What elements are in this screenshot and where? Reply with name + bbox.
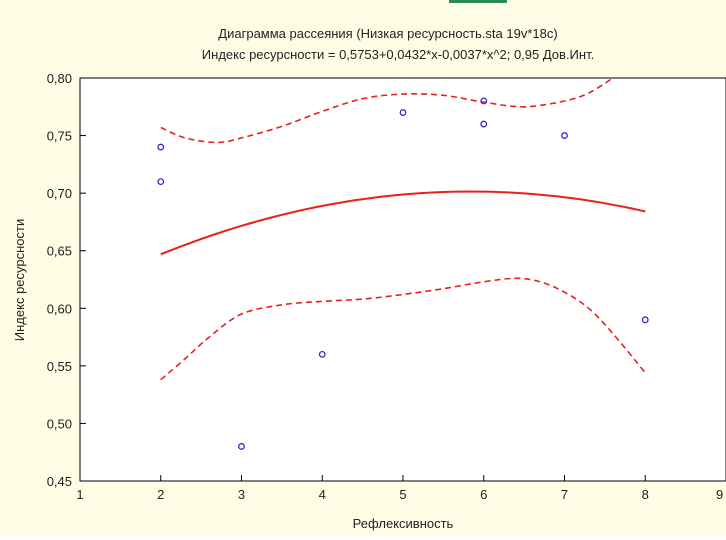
y-tick-label: 0,55 bbox=[47, 359, 72, 374]
x-tick-label: 5 bbox=[399, 487, 406, 502]
upper-confidence-band bbox=[160, 77, 614, 144]
chart-title: Диаграмма рассеяния (Низкая ресурсность.… bbox=[218, 26, 557, 41]
fit-line bbox=[160, 190, 646, 256]
data-point bbox=[480, 120, 488, 128]
data-point bbox=[641, 316, 649, 324]
x-tick-label: 9 bbox=[716, 487, 723, 502]
plot-area bbox=[79, 77, 726, 482]
y-tick-label: 0,75 bbox=[47, 129, 72, 144]
x-tick-label: 3 bbox=[238, 487, 245, 502]
y-axis-ticks: 0,45 0,50 0,55 0,60 0,65 0,70 0,75 0,80 bbox=[47, 71, 86, 489]
x-axis-label: Рефлексивность bbox=[353, 516, 454, 531]
lower-confidence-band bbox=[160, 277, 646, 381]
data-point bbox=[157, 143, 165, 151]
x-tick-label: 8 bbox=[642, 487, 649, 502]
x-tick-label: 7 bbox=[561, 487, 568, 502]
data-point bbox=[238, 443, 245, 450]
confidence-bands bbox=[160, 77, 646, 381]
data-points bbox=[157, 97, 649, 450]
y-tick-label: 0,50 bbox=[47, 416, 72, 431]
x-tick-label: 6 bbox=[480, 487, 487, 502]
x-tick-label: 4 bbox=[319, 487, 326, 502]
data-point bbox=[480, 97, 488, 105]
x-tick-label: 2 bbox=[157, 487, 164, 502]
chart-subtitle: Индекс ресурсности = 0,5753+0,0432*x-0,0… bbox=[202, 47, 594, 62]
y-tick-label: 0,80 bbox=[47, 71, 72, 86]
accent-bar bbox=[449, 0, 507, 3]
y-tick-label: 0,60 bbox=[47, 301, 72, 316]
data-point bbox=[399, 109, 407, 116]
regression-fit bbox=[160, 190, 646, 256]
y-tick-label: 0,65 bbox=[47, 244, 72, 259]
data-point bbox=[561, 132, 568, 139]
y-axis-label: Индекс ресурсности bbox=[12, 219, 27, 341]
y-tick-label: 0,45 bbox=[47, 474, 72, 489]
data-point bbox=[318, 350, 326, 358]
x-axis-ticks: 1 2 3 4 5 6 7 8 9 bbox=[76, 475, 726, 502]
data-point bbox=[157, 178, 165, 186]
y-tick-label: 0,70 bbox=[47, 186, 72, 201]
x-tick-label: 1 bbox=[76, 487, 83, 502]
